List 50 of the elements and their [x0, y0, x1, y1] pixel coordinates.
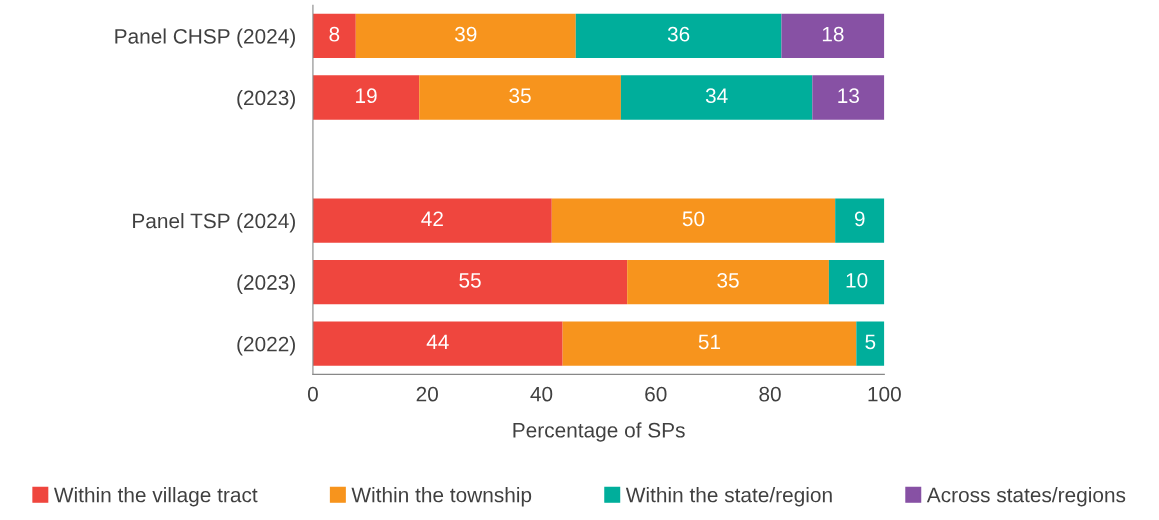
y-tick-label: (2023): [237, 89, 295, 110]
data-label: 9: [854, 211, 865, 227]
bar: [312, 321, 563, 366]
data-label: 8: [329, 26, 340, 42]
bar: [856, 321, 885, 366]
bar: [620, 75, 813, 120]
legend-label: Across states/regions: [926, 487, 1126, 507]
legend-label: Within the village tract: [53, 487, 258, 507]
x-tick-label: 20: [416, 386, 438, 402]
x-tick-label: 0: [307, 386, 318, 402]
data-label: 35: [509, 88, 531, 104]
data-label: 13: [838, 88, 859, 104]
bar: [312, 198, 552, 243]
y-tick-label: Panel TSP (2024): [133, 213, 295, 233]
x-tick-label: 100: [868, 386, 901, 402]
legend-label: Within the township: [351, 487, 532, 507]
data-label: 42: [421, 211, 443, 226]
x-tick-label: 80: [759, 386, 781, 402]
data-label: 18: [822, 26, 844, 42]
data-label: 19: [356, 88, 377, 104]
y-tick-label: (2022): [237, 336, 295, 356]
bar: [575, 13, 782, 59]
bar: [312, 259, 628, 305]
data-label: 50: [682, 211, 705, 227]
data-label: 35: [717, 272, 739, 288]
bar: [835, 198, 885, 243]
data-label: 34: [705, 88, 728, 104]
bar: [562, 321, 857, 366]
bar: [419, 75, 621, 120]
data-label: 36: [667, 26, 690, 42]
x-tick-label: 60: [645, 386, 667, 402]
x-tick-label: 40: [530, 386, 553, 402]
legend-label: Within the state/region: [625, 487, 832, 507]
bar: [551, 198, 836, 243]
bar: [627, 259, 829, 305]
data-label: 39: [454, 26, 477, 42]
data-label: 55: [459, 273, 481, 288]
bar: [312, 75, 420, 120]
y-tick-label: (2023): [237, 274, 295, 294]
data-label: 44: [426, 334, 449, 350]
bar: [812, 75, 885, 120]
bar: [781, 13, 885, 59]
data-label: 10: [846, 272, 868, 288]
bar: [312, 13, 356, 59]
data-label: 5: [865, 334, 876, 350]
data-label: 51: [698, 334, 721, 350]
bar: [355, 13, 576, 59]
x-axis-title: Percentage of SPs: [513, 422, 685, 442]
bar: [828, 259, 885, 305]
y-tick-label: Panel CHSP (2024): [115, 28, 295, 48]
